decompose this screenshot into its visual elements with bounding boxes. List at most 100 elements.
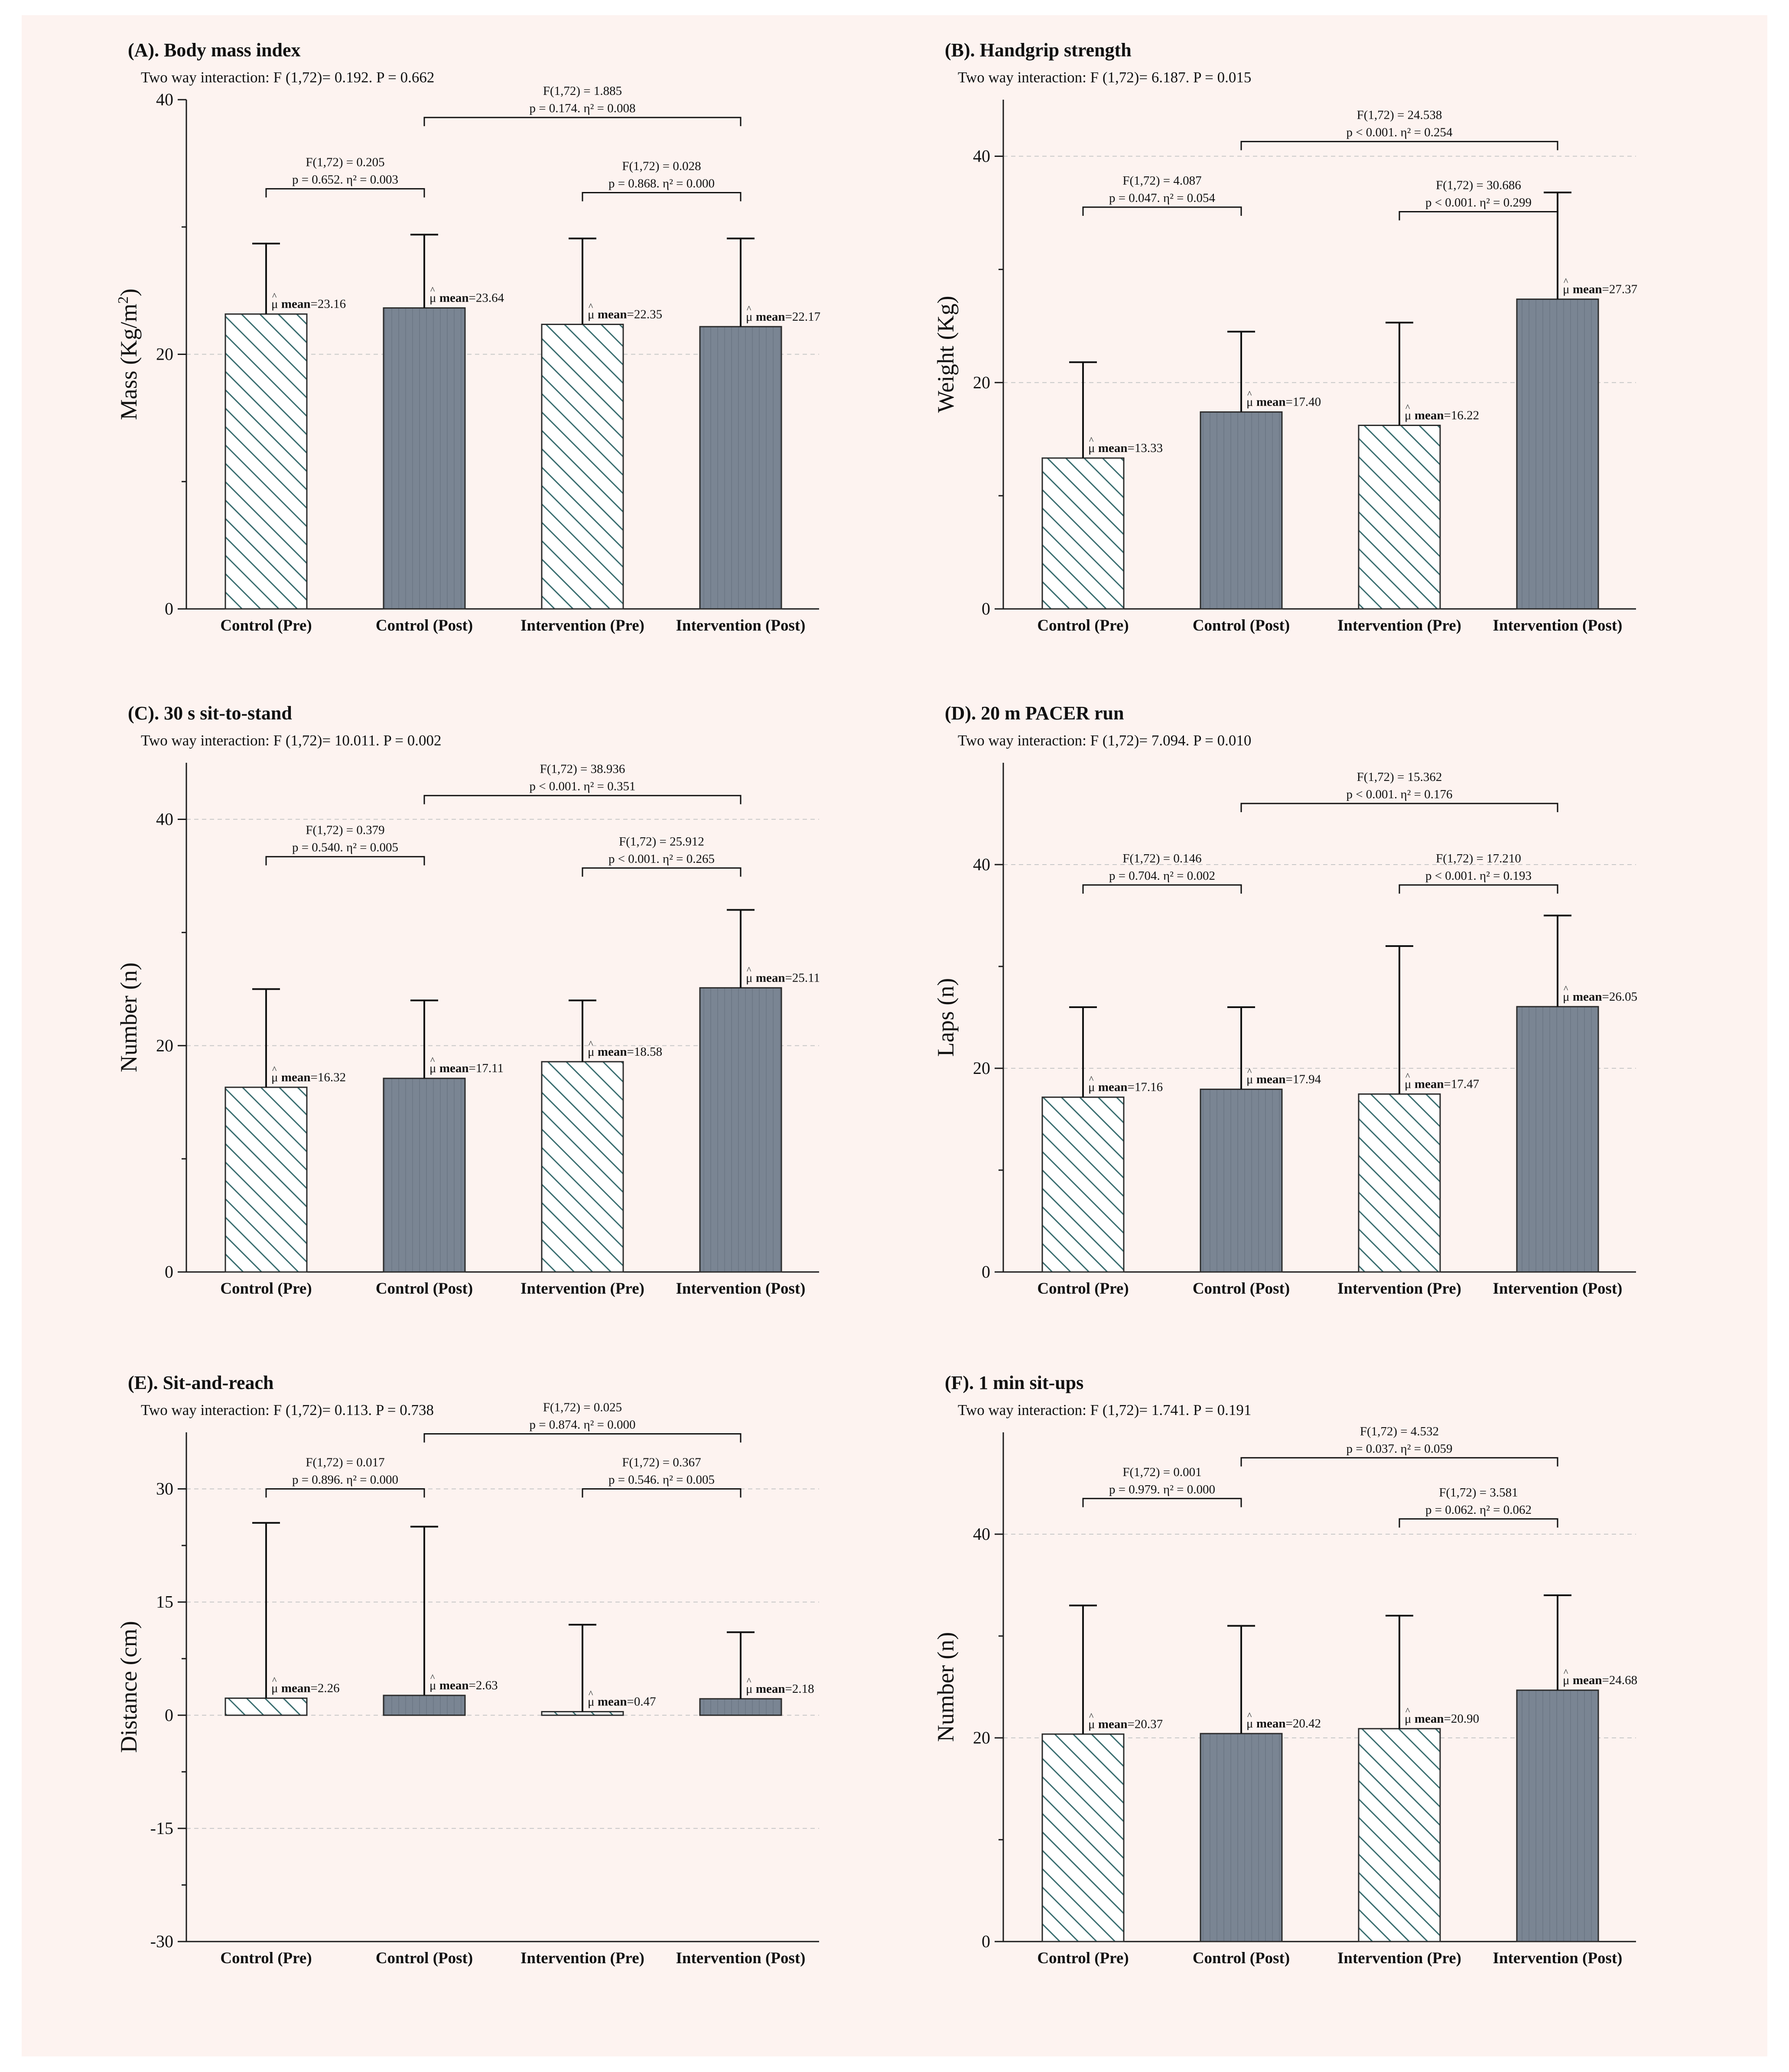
mu-symbol: μ [1563, 282, 1573, 296]
mean-hat-mark: ^ [1247, 1710, 1252, 1721]
y-axis-label-main: Weight (Kg) [933, 296, 959, 413]
mean-word: mean [1256, 1717, 1286, 1730]
significance-bracket [1082, 206, 1242, 216]
x-tick-label: Control (Pre) [1037, 617, 1129, 634]
mean-word: mean [439, 291, 469, 305]
bracket-stat-line2: p = 0.896. η² = 0.000 [292, 1473, 398, 1487]
mu-symbol: μ [1088, 1080, 1098, 1094]
bar [383, 307, 466, 610]
x-tick-label: Intervention (Pre) [1337, 1280, 1461, 1298]
x-tick-label: Intervention (Post) [676, 1280, 805, 1298]
mu-symbol: μ [746, 971, 756, 985]
x-tick-label: Intervention (Post) [676, 1949, 805, 1967]
mu-symbol: μ [746, 310, 756, 324]
bracket-stat-line2: p = 0.652. η² = 0.003 [292, 173, 398, 187]
x-tick-label: Control (Pre) [220, 617, 312, 634]
significance-bracket [1240, 803, 1558, 812]
y-tick-label: 0 [165, 1705, 173, 1725]
mean-hat-mark: ^ [747, 303, 751, 314]
mean-label: μ mean=25.11 [746, 971, 820, 985]
x-tick-label: Intervention (Pre) [520, 1949, 644, 1967]
mu-symbol: μ [271, 1681, 281, 1695]
y-tick-label: 20 [973, 1728, 990, 1747]
y-tick-label: 20 [156, 1036, 173, 1055]
bracket-stat-line1: F(1,72) = 0.028 [622, 159, 701, 173]
mu-symbol: μ [1405, 1712, 1415, 1726]
bar [224, 1086, 308, 1273]
mean-word: mean [756, 971, 785, 985]
chart-subtitle: Two way interaction: F (1,72)= 0.192. P … [141, 69, 434, 86]
bracket-stat-line2: p < 0.001. η² = 0.254 [1346, 126, 1453, 140]
x-tick-label: Control (Pre) [1037, 1280, 1129, 1298]
bar [1041, 1733, 1125, 1942]
mu-symbol: μ [429, 291, 439, 305]
x-tick-label: Control (Pre) [220, 1280, 312, 1298]
bracket-stat-line1: F(1,72) = 0.146 [1122, 852, 1201, 865]
bracket-stat-line1: F(1,72) = 0.379 [306, 823, 384, 837]
bar [1358, 424, 1441, 610]
bar [1041, 1096, 1125, 1273]
mean-word: mean [1415, 408, 1444, 422]
mean-hat-mark: ^ [272, 1675, 277, 1685]
mean-label: μ mean=16.22 [1405, 408, 1479, 422]
x-tick-label: Intervention (Pre) [1337, 1949, 1461, 1967]
mean-hat-mark: ^ [272, 291, 277, 302]
significance-bracket [265, 856, 425, 865]
mean-label: μ mean=17.94 [1246, 1072, 1321, 1086]
y-tick-label: 15 [156, 1592, 173, 1612]
mean-label: μ mean=20.37 [1088, 1717, 1163, 1731]
mean-value: =17.11 [468, 1061, 504, 1075]
mean-word: mean [598, 1695, 627, 1709]
figure-background [22, 15, 1767, 2056]
bar [541, 323, 624, 610]
x-tick-label: Control (Post) [376, 1949, 473, 1967]
mean-hat-mark: ^ [589, 301, 593, 312]
mean-label: μ mean=16.32 [271, 1070, 346, 1084]
mean-label: μ mean=20.42 [1246, 1717, 1321, 1730]
mean-hat-mark: ^ [272, 1064, 277, 1075]
bracket-stat-line2: p = 0.874. η² = 0.000 [529, 1418, 635, 1431]
significance-bracket [1399, 211, 1558, 221]
bracket-stat-line2: p < 0.001. η² = 0.299 [1425, 196, 1532, 210]
mu-symbol: μ [429, 1061, 439, 1075]
bracket-stat-line2: p = 0.868. η² = 0.000 [608, 176, 715, 190]
bar [383, 1695, 466, 1716]
y-axis-label-main: Laps (n) [933, 978, 959, 1057]
bar [1200, 411, 1283, 610]
mean-word: mean [1256, 395, 1286, 409]
x-tick-label: Intervention (Post) [676, 617, 805, 634]
y-axis-label: Mass (Kg/m2) [115, 289, 142, 420]
mean-label: μ mean=22.17 [746, 310, 820, 324]
significance-bracket [265, 1488, 425, 1498]
mean-label: μ mean=2.26 [271, 1681, 340, 1695]
bracket-stat-line1: F(1,72) = 38.936 [540, 762, 625, 776]
mean-value: =25.11 [785, 971, 820, 985]
chart-subtitle: Two way interaction: F (1,72)= 7.094. P … [958, 732, 1251, 749]
bracket-stat-line1: F(1,72) = 0.025 [543, 1400, 622, 1414]
mu-symbol: μ [429, 1678, 439, 1692]
bar [224, 313, 308, 610]
mean-value: =17.47 [1444, 1077, 1479, 1091]
chart-title: (E). Sit-and-reach [128, 1372, 274, 1393]
significance-bracket [423, 795, 742, 804]
mean-value: =2.63 [468, 1678, 498, 1692]
mean-hat-mark: ^ [1405, 402, 1410, 413]
x-tick-label: Control (Pre) [1037, 1949, 1129, 1967]
mu-symbol: μ [1246, 395, 1256, 409]
mean-label: μ mean=18.58 [588, 1045, 662, 1059]
mean-value: =20.37 [1127, 1717, 1163, 1731]
mean-word: mean [1098, 441, 1128, 455]
mean-label: μ mean=2.18 [746, 1682, 814, 1696]
significance-bracket [1082, 884, 1242, 894]
panel-2: (C). 30 s sit-to-stand Two way interactio… [116, 703, 820, 1298]
mu-symbol: μ [1246, 1072, 1256, 1086]
mean-word: mean [439, 1678, 469, 1692]
mean-label: μ mean=22.35 [588, 307, 662, 321]
bracket-stat-line2: p = 0.540. η² = 0.005 [292, 841, 398, 855]
mu-symbol: μ [271, 297, 281, 311]
mean-hat-mark: ^ [747, 1675, 751, 1686]
mean-value: =22.35 [627, 307, 662, 321]
bracket-stat-line1: F(1,72) = 15.362 [1357, 770, 1442, 784]
mean-word: mean [1256, 1072, 1286, 1086]
chart-title: (A). Body mass index [128, 39, 301, 61]
